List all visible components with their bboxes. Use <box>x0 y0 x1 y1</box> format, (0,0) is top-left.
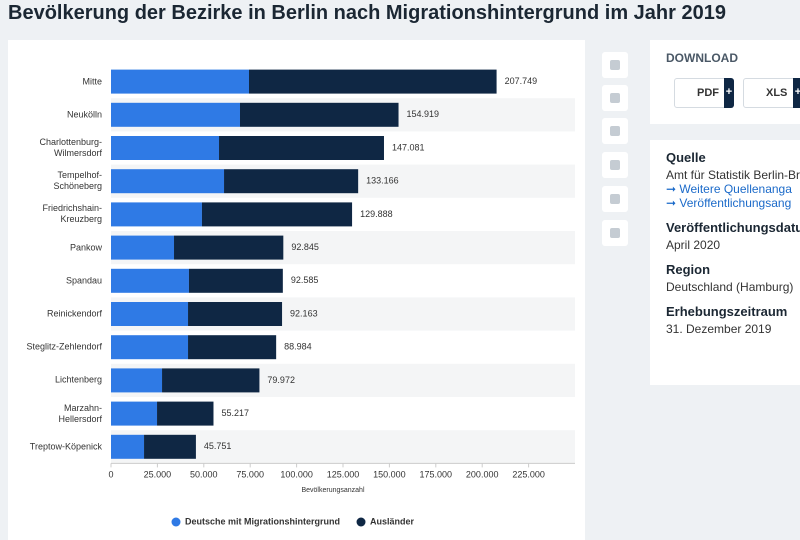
total-label: 207.749 <box>505 76 538 86</box>
pdf-plus: + <box>724 78 734 108</box>
bar-segment <box>219 136 384 160</box>
bar-segment <box>111 102 240 127</box>
bar-segment <box>188 268 283 293</box>
total-label: 154.919 <box>407 109 440 119</box>
total-label: 45.751 <box>204 441 232 451</box>
bar-segment <box>239 102 399 127</box>
bar-segment <box>144 434 196 459</box>
y-tick-label: Treptow-Köpenick <box>29 441 102 452</box>
page-title: Bevölkerung der Bezirke in Berlin nach M… <box>8 2 726 24</box>
bar-segment <box>111 401 158 426</box>
bar-segment <box>248 69 497 94</box>
y-tick-label: Neukölln <box>66 109 102 120</box>
star-button[interactable] <box>602 52 628 78</box>
period: 31. Dezember 2019 <box>666 322 772 336</box>
bar-segment <box>188 302 283 326</box>
download-card: DOWNLOAD PDF + XLS + <box>650 40 800 124</box>
info-card: Quelle Amt für Statistik Berlin-Bra ➞ We… <box>650 140 800 385</box>
total-label: 92.585 <box>291 275 319 285</box>
x-tick-label: 75.000 <box>236 469 264 479</box>
x-tick-label: 150.000 <box>373 469 406 479</box>
legend-label: Deutsche mit Migrationshintergrund <box>185 516 340 526</box>
x-tick-label: 125.000 <box>327 469 360 479</box>
source: Amt für Statistik Berlin-Bra <box>666 168 800 182</box>
bar-segment <box>188 335 277 360</box>
x-tick-label: 0 <box>108 469 113 479</box>
pubdate-heading: Veröffentlichungsdatu <box>666 220 800 235</box>
y-tick-label: Steglitz-Zehlendorf <box>26 341 102 352</box>
bar-segment <box>111 335 189 360</box>
legend-marker <box>171 517 181 527</box>
pdf-button[interactable]: PDF + <box>674 78 734 108</box>
download-heading: DOWNLOAD <box>666 51 738 65</box>
bar-segment <box>157 401 214 426</box>
legend-label: Ausländer <box>370 516 415 526</box>
total-label: 147.081 <box>392 142 425 152</box>
y-tick-label: Tempelhof-Schöneberg <box>53 170 102 192</box>
region-heading: Region <box>666 262 711 277</box>
region: Deutschland (Hamburg) <box>666 280 794 294</box>
total-label: 133.166 <box>366 176 399 186</box>
total-label: 88.984 <box>284 342 312 352</box>
y-tick-label: Lichtenberg <box>54 374 102 385</box>
bar-segment <box>111 202 202 227</box>
bar-segment <box>224 169 359 194</box>
total-label: 79.972 <box>267 375 295 385</box>
x-tick-label: 100.000 <box>280 469 313 479</box>
bar-segment <box>111 235 175 260</box>
x-tick-label: 200.000 <box>466 469 499 479</box>
settings-button[interactable] <box>602 118 628 144</box>
x-tick-label: 25.000 <box>144 469 172 479</box>
x-tick-label: 225.000 <box>512 469 545 479</box>
print-button[interactable] <box>602 220 628 246</box>
legend-marker <box>356 517 366 527</box>
bar-segment <box>201 202 353 227</box>
xls-button[interactable]: XLS + <box>743 78 800 108</box>
period-heading: Erhebungszeitraum <box>666 304 788 319</box>
bar-segment <box>174 235 284 260</box>
bar-segment <box>162 368 260 393</box>
bar-segment <box>111 434 145 459</box>
total-label: 129.888 <box>360 209 393 219</box>
pubdate: April 2020 <box>666 238 721 252</box>
total-label: 92.163 <box>290 308 318 318</box>
share-button[interactable] <box>602 152 628 178</box>
source-heading: Quelle <box>666 150 706 165</box>
x-tick-label: 50.000 <box>190 469 218 479</box>
bar-segment <box>111 268 189 293</box>
pdf-label: PDF <box>697 87 719 99</box>
source-link[interactable]: ➞ Weitere Quellenanga <box>666 182 792 196</box>
publication-link[interactable]: ➞ Veröffentlichungsang <box>666 196 792 210</box>
y-tick-label: Friedrichshain-Kreuzberg <box>42 203 102 225</box>
y-tick-label: Marzahn-Hellersdorf <box>58 402 102 424</box>
y-tick-label: Charlottenburg-Wilmersdorf <box>39 137 102 158</box>
bell-button[interactable] <box>602 85 628 111</box>
x-axis-title: Bevölkerungsanzahl <box>301 487 364 494</box>
cite-button[interactable] <box>602 186 628 212</box>
x-tick-label: 175.000 <box>420 469 453 479</box>
bar-segment <box>111 69 249 94</box>
xls-plus: + <box>793 78 800 108</box>
y-tick-label: Reinickendorf <box>46 308 102 319</box>
bar-segment <box>111 169 225 194</box>
y-tick-label: Mitte <box>82 76 102 87</box>
bar-segment <box>111 136 220 160</box>
bar-segment <box>111 302 189 326</box>
total-label: 92.845 <box>291 242 319 252</box>
bar-segment <box>111 368 163 393</box>
y-tick-label: Pankow <box>69 242 102 253</box>
y-tick-label: Spandau <box>65 275 102 286</box>
total-label: 55.217 <box>221 408 249 418</box>
xls-label: XLS <box>766 87 788 99</box>
